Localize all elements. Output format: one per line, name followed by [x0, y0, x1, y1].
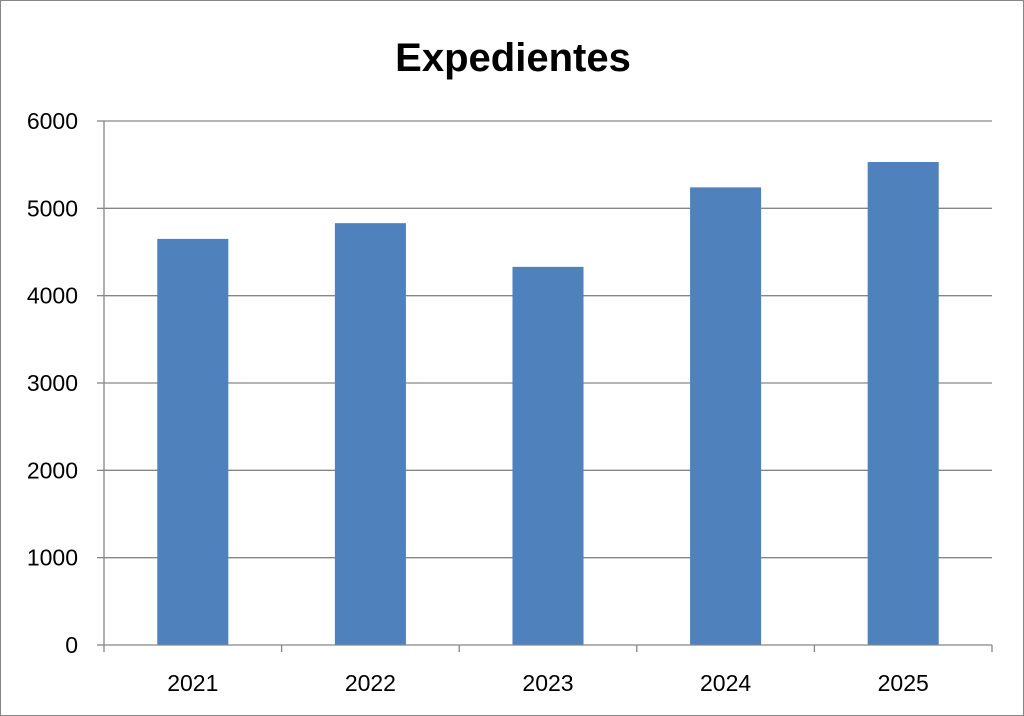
x-tick-label: 2021: [167, 670, 218, 696]
bar-2022: [334, 223, 406, 645]
y-tick-label: 6000: [27, 108, 78, 134]
bar-2023: [512, 266, 584, 645]
y-tick-label: 0: [65, 632, 78, 658]
bars: [157, 162, 939, 645]
x-tick-label: 2023: [522, 670, 573, 696]
y-tick-label: 5000: [27, 195, 78, 221]
x-tick-label: 2024: [700, 670, 751, 696]
y-tick-label: 2000: [27, 457, 78, 483]
chart-title: Expedientes: [395, 36, 631, 80]
bar-2024: [690, 187, 762, 645]
bar-2025: [867, 162, 939, 645]
x-axis-tick-labels: 2021 2022 2023 2024 2025: [167, 670, 929, 696]
bar-2021: [157, 238, 229, 645]
y-tick-label: 1000: [27, 545, 78, 571]
x-tick-label: 2025: [878, 670, 929, 696]
y-tick-label: 4000: [27, 283, 78, 309]
y-axis-tick-labels: 0 1000 2000 3000 4000 5000 6000: [27, 108, 78, 658]
x-tick-label: 2022: [345, 670, 396, 696]
y-tick-label: 3000: [27, 370, 78, 396]
axes: [103, 121, 993, 652]
